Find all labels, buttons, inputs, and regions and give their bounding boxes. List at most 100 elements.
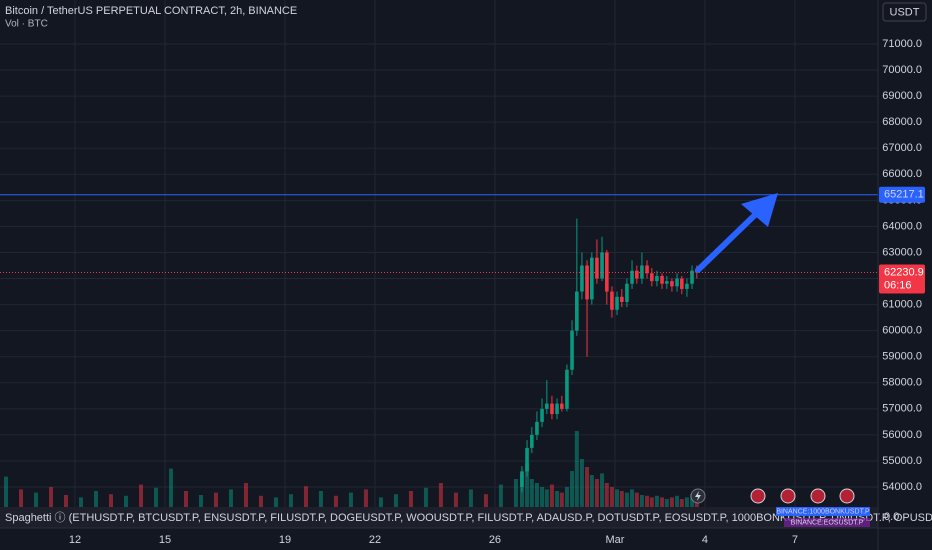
lightning-glyph xyxy=(695,491,701,501)
volume-bar xyxy=(393,494,398,507)
x-tick-label: Mar xyxy=(605,534,624,546)
volume-bar xyxy=(694,500,699,507)
y-tick-label: 59000.0 xyxy=(882,351,922,363)
indicator-tag-bg xyxy=(784,518,870,527)
volume-bar xyxy=(78,497,83,507)
y-tick-label: 66000.0 xyxy=(882,168,922,180)
volume-bar xyxy=(690,494,695,507)
countdown-label: 06:16 xyxy=(884,279,912,291)
y-tick-label: 61000.0 xyxy=(882,298,922,310)
volume-bar xyxy=(529,479,534,507)
candle-body xyxy=(570,330,574,370)
candle-body xyxy=(630,270,634,284)
arrow-head xyxy=(741,193,778,227)
flag-icon[interactable] xyxy=(750,488,766,504)
volume-bar xyxy=(93,491,98,507)
flag-icon[interactable] xyxy=(780,488,796,504)
volume-bar xyxy=(513,479,518,507)
candle-body xyxy=(640,265,644,279)
y-tick-label: 58000.0 xyxy=(882,377,922,389)
volume-bar xyxy=(63,495,68,507)
chart-title: Bitcoin / TetherUS PERPETUAL CONTRACT, 2… xyxy=(5,5,297,17)
candle-body xyxy=(555,403,559,415)
chart-subtitle: Vol · BTC xyxy=(5,19,48,30)
y-tick-label: 64000.0 xyxy=(882,220,922,232)
volume-bar xyxy=(549,484,554,507)
candle-body xyxy=(625,283,629,302)
volume-bar xyxy=(48,487,53,507)
currency-button[interactable] xyxy=(882,2,927,22)
volume-bar xyxy=(634,492,639,507)
volume-bar xyxy=(630,489,635,507)
volume-bar xyxy=(579,459,584,507)
candle-body xyxy=(635,270,639,279)
candle-body xyxy=(655,275,659,282)
candle-body xyxy=(595,257,599,279)
y-tick-label: 69000.0 xyxy=(882,90,922,102)
volume-bar xyxy=(498,484,503,507)
hline-label: 65217.1 xyxy=(884,189,924,201)
candle-body xyxy=(645,265,649,274)
volume-bar xyxy=(534,483,539,507)
indicator-tag: BINANCE:1000BONKUSDT.P xyxy=(776,508,870,515)
volume-bar xyxy=(243,483,248,507)
volume-bar xyxy=(153,487,158,507)
volume-bar xyxy=(483,494,488,507)
candle-body xyxy=(620,296,624,302)
overlay-layer xyxy=(0,194,878,274)
candle-body xyxy=(560,403,564,409)
volume-bar xyxy=(684,497,689,507)
volume-bar xyxy=(138,484,143,507)
volume-bar xyxy=(654,495,659,507)
candle-body xyxy=(520,471,524,488)
volume-bar xyxy=(624,492,629,507)
candle-layer xyxy=(520,218,699,493)
volume-bar xyxy=(318,491,323,507)
candle-body xyxy=(540,408,544,422)
volume-bar xyxy=(609,487,614,507)
volume-bar xyxy=(228,489,233,507)
volume-bar xyxy=(333,495,338,507)
volume-bar xyxy=(564,487,569,507)
volume-bar xyxy=(645,495,650,507)
volume-bar xyxy=(675,495,680,507)
candle-body xyxy=(530,434,534,448)
y-tick-label: 56000.0 xyxy=(882,429,922,441)
volume-bar xyxy=(594,479,599,507)
candle-body xyxy=(525,447,529,472)
currency-label: USDT xyxy=(890,6,920,18)
volume-bar xyxy=(408,491,413,507)
event-icons xyxy=(690,488,855,504)
y-tick-label: 54000.0 xyxy=(882,481,922,493)
arrow-annotation xyxy=(695,193,778,273)
volume-bar xyxy=(213,492,218,507)
volume-bar xyxy=(33,492,38,507)
volume-bar xyxy=(453,492,458,507)
flag-icon[interactable] xyxy=(839,488,855,504)
volume-tick-label: 0.0 xyxy=(884,511,899,523)
volume-bar xyxy=(664,499,669,507)
volume-bar xyxy=(258,495,263,507)
price-axis: 54000.0 55000.0 56000.0 57000.0 58000.0 59000… xyxy=(69,38,925,546)
volume-bar xyxy=(273,497,278,507)
indicator-strip xyxy=(0,507,878,528)
flag-icon[interactable] xyxy=(810,488,826,504)
x-tick-label: 7 xyxy=(792,534,798,546)
candle-body xyxy=(615,296,619,310)
volume-bar xyxy=(649,497,654,507)
volume-bar xyxy=(18,489,23,507)
candle-body xyxy=(675,278,679,287)
y-tick-label: 55000.0 xyxy=(882,455,922,467)
volume-bar xyxy=(679,499,684,507)
x-tick-label: 26 xyxy=(489,534,501,546)
candle-body xyxy=(665,281,669,284)
candle-body xyxy=(575,291,579,331)
candle-body xyxy=(685,283,689,289)
volume-bar xyxy=(600,473,605,507)
volume-bar xyxy=(348,492,353,507)
volume-bar xyxy=(438,483,443,507)
volume-bar xyxy=(108,494,113,507)
volume-bar xyxy=(544,489,549,507)
volume-bar xyxy=(589,475,594,507)
